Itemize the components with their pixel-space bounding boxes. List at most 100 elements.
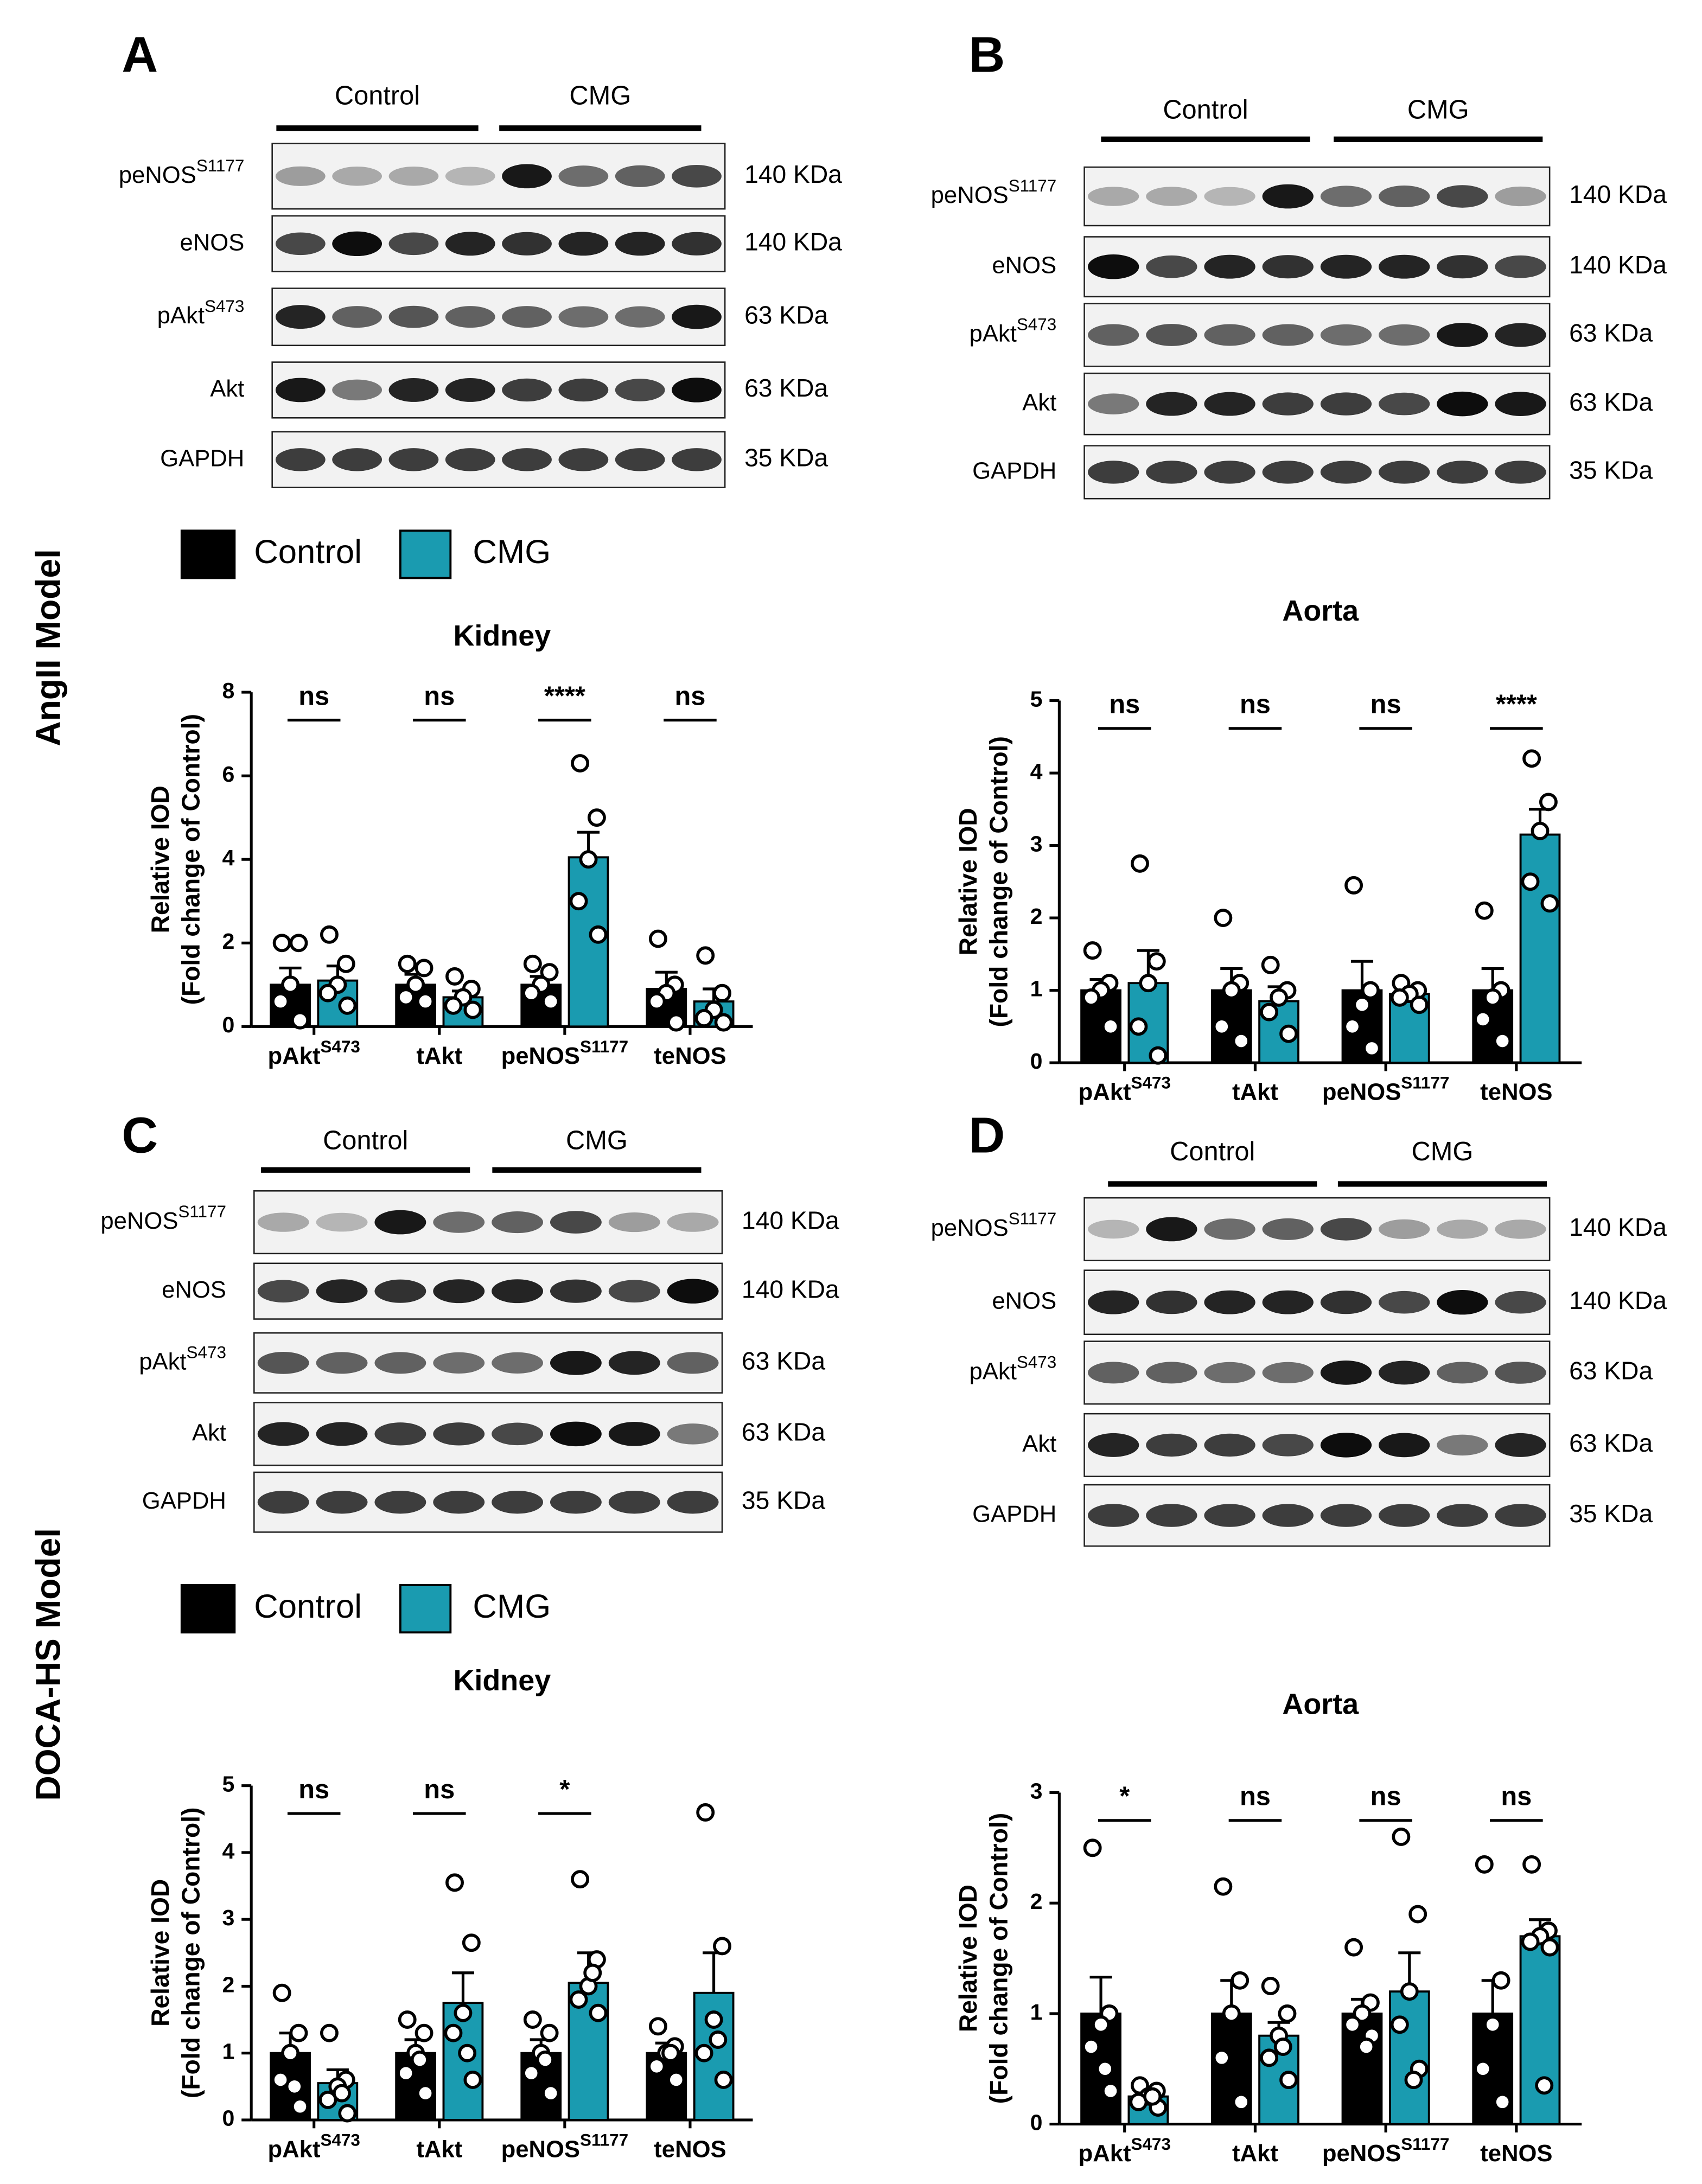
significance-label: **** (1496, 690, 1537, 719)
data-point (523, 954, 542, 973)
size-label: 63 KDa (744, 374, 828, 402)
y-tick-label: 5 (1030, 686, 1043, 711)
x-tick-label-sup: S1177 (580, 2130, 628, 2149)
data-point (1522, 1855, 1541, 1874)
significance-label: ns (424, 681, 455, 711)
x-tick-label-base: tAkt (416, 1042, 462, 1069)
x-tick-label-base: teNOS (654, 1042, 726, 1069)
size-label: 140 KDa (1569, 1213, 1667, 1241)
blot-band (558, 306, 609, 328)
y-axis-label: Relative IOD (Fold change of Control) (146, 714, 205, 1005)
data-point (1147, 952, 1166, 971)
data-point (1521, 872, 1540, 891)
blot-band (1146, 1504, 1197, 1527)
size-label: 35 KDa (742, 1486, 825, 1514)
x-tick-label-sup: S1177 (1401, 2135, 1449, 2154)
blot-box (253, 1190, 723, 1255)
y-axis-label-line: Relative IOD (954, 808, 982, 955)
y-tick-label: 0 (1030, 1049, 1043, 1074)
data-point (1232, 2092, 1251, 2111)
blot-band (550, 1211, 602, 1234)
blot-band (332, 167, 383, 186)
y-tick-label: 2 (222, 1972, 234, 1997)
data-point (1231, 1971, 1250, 1990)
protein-label-sup: S473 (187, 1343, 226, 1362)
data-point (589, 925, 608, 944)
x-tick-label: peNOSS1177 (1322, 2135, 1450, 2167)
blot-band (1437, 1219, 1488, 1239)
y-tick-label: 2 (1030, 1889, 1043, 1914)
blot-band (1204, 1290, 1255, 1314)
blot-band (257, 1490, 309, 1514)
blot-band (1495, 1291, 1546, 1314)
blot-band (492, 1490, 544, 1514)
data-point (397, 2064, 416, 2083)
blot-band (388, 232, 439, 256)
blot-band (1437, 255, 1488, 279)
x-tick-label-base: peNOS (1322, 2140, 1401, 2167)
data-point (1139, 974, 1158, 993)
data-point (1278, 2004, 1297, 2023)
data-point (289, 2023, 308, 2042)
data-point (1390, 988, 1409, 1007)
protein-label: Akt (192, 1419, 226, 1446)
blot-band (1204, 1362, 1255, 1384)
protein-label: peNOSS1177 (100, 1202, 226, 1234)
data-point (1475, 901, 1494, 920)
blot-band (1088, 1290, 1139, 1314)
blot-band (433, 1279, 485, 1304)
blot-band (492, 1211, 544, 1234)
significance-label: * (1119, 1782, 1130, 1811)
data-point (1344, 876, 1363, 895)
blot-band (1495, 392, 1546, 416)
x-tick-label-base: pAkt (1079, 2140, 1131, 2167)
protein-label-sup: S473 (1017, 1352, 1056, 1371)
protein-label-base: GAPDH (142, 1487, 226, 1514)
data-point (463, 2070, 482, 2089)
protein-label-sup: S1177 (1009, 1209, 1056, 1228)
data-point (696, 946, 715, 965)
data-point (1344, 1938, 1363, 1957)
blot-band (257, 1422, 309, 1446)
data-point (1362, 1039, 1381, 1058)
blot-band (1378, 392, 1430, 416)
panel-letter: D (968, 1107, 1005, 1164)
x-tick-label: teNOS (1480, 1078, 1552, 1105)
data-point (1261, 955, 1280, 974)
data-point (1493, 2092, 1512, 2111)
blot-band (332, 379, 383, 401)
blot-band (615, 165, 665, 187)
protein-label: GAPDH (142, 1487, 226, 1514)
blot-band (1262, 461, 1314, 484)
model-label: DOCA-HS Model (28, 1528, 67, 1801)
blot-band (1437, 323, 1488, 347)
x-tick-label-base: tAkt (416, 2136, 462, 2162)
data-point (694, 2043, 713, 2062)
blot-band (433, 1352, 485, 1374)
blot-band (1320, 461, 1372, 484)
blot-band (667, 1423, 719, 1445)
blot-band (1088, 1362, 1139, 1384)
blot-band (1146, 1217, 1197, 1242)
protein-label-base: peNOS (100, 1208, 178, 1234)
blot-band (275, 448, 326, 471)
data-point (1101, 1017, 1120, 1036)
data-point (694, 1008, 713, 1027)
protein-label: eNOS (180, 229, 244, 256)
data-point (587, 808, 606, 827)
data-point (1095, 2059, 1114, 2078)
y-axis-label-line: (Fold change of Control) (985, 736, 1013, 1027)
data-point (522, 984, 541, 1002)
data-point (647, 2057, 666, 2076)
group-label: CMG (1412, 1137, 1474, 1166)
x-tick-label-base: teNOS (1480, 2140, 1552, 2167)
data-point (1357, 2038, 1376, 2056)
x-tick-label: pAktS473 (268, 2130, 360, 2162)
y-tick-label: 6 (222, 762, 234, 787)
blot-band (608, 1490, 660, 1514)
bar (1519, 833, 1561, 1064)
blot-band (1088, 1433, 1139, 1457)
blot-band (1204, 1218, 1255, 1240)
data-point (569, 1990, 588, 2009)
blot-band (502, 378, 552, 402)
